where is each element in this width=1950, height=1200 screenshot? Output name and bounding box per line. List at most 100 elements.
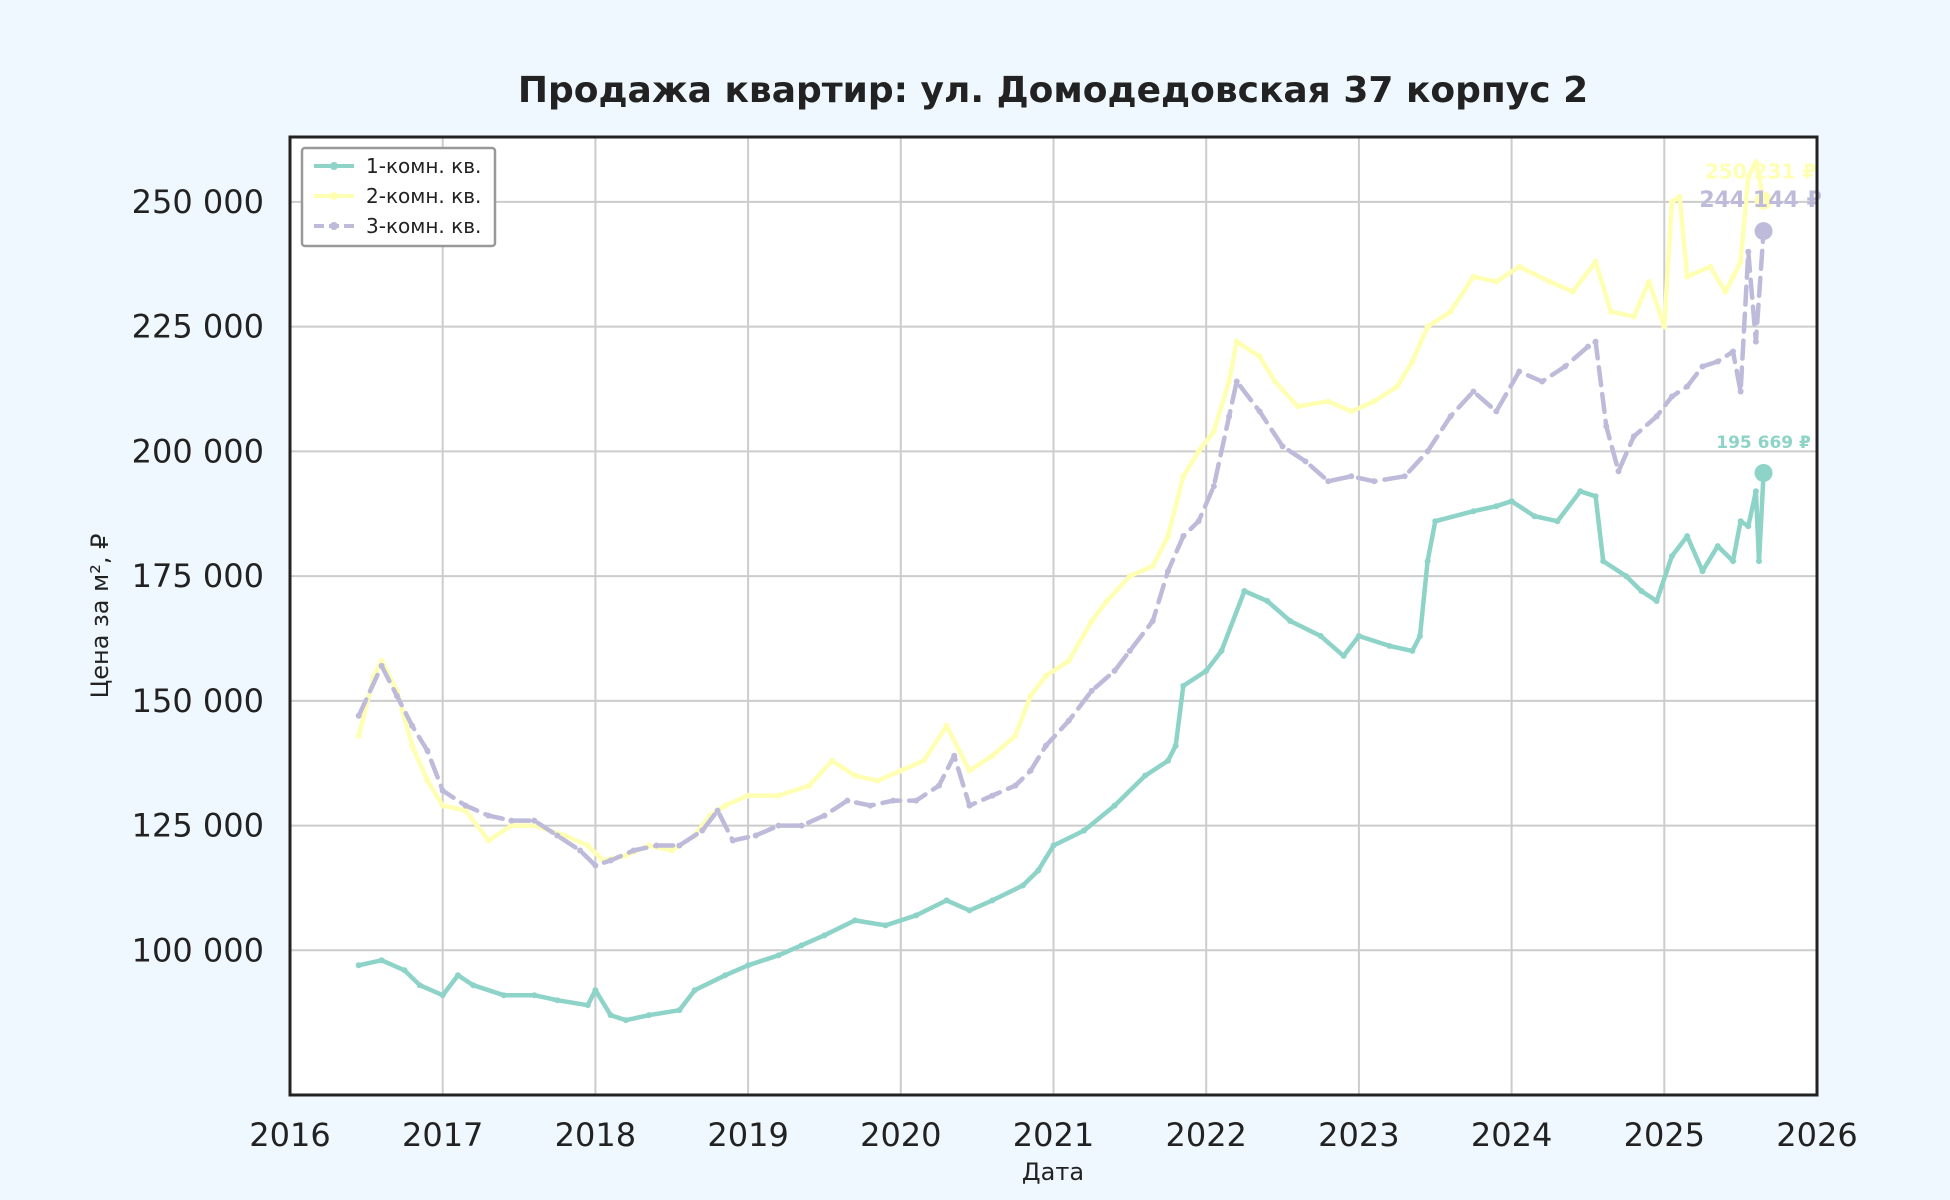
data-point bbox=[1294, 403, 1301, 410]
data-point bbox=[1065, 717, 1072, 724]
data-point bbox=[1180, 473, 1187, 480]
data-point bbox=[1755, 558, 1762, 565]
data-point bbox=[1264, 598, 1271, 605]
data-point bbox=[645, 1012, 652, 1019]
data-point bbox=[668, 847, 675, 854]
data-point bbox=[1722, 288, 1729, 295]
data-point bbox=[943, 722, 950, 729]
data-point bbox=[1623, 573, 1630, 580]
data-point bbox=[1126, 647, 1133, 654]
data-point bbox=[470, 982, 477, 989]
data-point bbox=[424, 747, 431, 754]
series-points-1 bbox=[355, 469, 1767, 1024]
data-point bbox=[1226, 378, 1233, 385]
end-markers: 195 669 ₽ 250 231 ₽ 244 144 ₽ bbox=[1699, 160, 1822, 482]
data-point bbox=[798, 822, 805, 829]
data-point bbox=[607, 857, 614, 864]
data-point bbox=[584, 1002, 591, 1009]
y-tick-label: 150 000 bbox=[132, 682, 264, 720]
data-point bbox=[508, 822, 515, 829]
data-point bbox=[1470, 273, 1477, 280]
data-point bbox=[1111, 667, 1118, 674]
legend-marker-1 bbox=[330, 162, 338, 170]
x-tick-label: 2025 bbox=[1624, 1116, 1705, 1154]
data-point bbox=[1203, 667, 1210, 674]
data-point bbox=[1752, 338, 1759, 345]
data-point bbox=[1516, 368, 1523, 375]
data-point bbox=[1012, 782, 1019, 789]
data-point bbox=[1737, 388, 1744, 395]
x-tick-label: 2021 bbox=[1013, 1116, 1094, 1154]
data-point bbox=[1172, 742, 1179, 749]
data-point bbox=[1210, 483, 1217, 490]
series-points-2 bbox=[355, 158, 1767, 864]
data-point bbox=[1615, 468, 1622, 475]
data-point bbox=[966, 802, 973, 809]
data-point bbox=[1142, 772, 1149, 779]
data-point bbox=[485, 837, 492, 844]
data-point bbox=[1554, 518, 1561, 525]
data-point bbox=[691, 987, 698, 994]
data-point bbox=[1180, 533, 1187, 540]
data-point bbox=[1165, 568, 1172, 575]
data-point bbox=[378, 657, 385, 664]
data-point bbox=[653, 842, 660, 849]
data-point bbox=[393, 692, 400, 699]
data-point bbox=[1714, 358, 1721, 365]
data-point bbox=[1531, 513, 1538, 520]
data-point bbox=[1470, 388, 1477, 395]
data-point bbox=[1019, 882, 1026, 889]
data-point bbox=[1088, 617, 1095, 624]
data-point bbox=[1042, 742, 1049, 749]
plot-frame bbox=[288, 135, 1819, 1097]
x-axis-label: Дата bbox=[1022, 1158, 1084, 1186]
data-point bbox=[1653, 413, 1660, 420]
data-point bbox=[622, 1017, 629, 1024]
data-point bbox=[592, 987, 599, 994]
data-point bbox=[1730, 558, 1737, 565]
data-point bbox=[531, 992, 538, 999]
data-point bbox=[1684, 273, 1691, 280]
data-point bbox=[722, 802, 729, 809]
data-point bbox=[1684, 383, 1691, 390]
y-tick-label: 200 000 bbox=[132, 432, 264, 470]
data-point bbox=[439, 992, 446, 999]
data-point bbox=[1752, 158, 1759, 165]
data-point bbox=[1325, 478, 1332, 485]
data-point bbox=[1180, 682, 1187, 689]
data-point bbox=[1233, 378, 1240, 385]
data-point bbox=[745, 962, 752, 969]
data-point bbox=[714, 807, 721, 814]
data-point bbox=[416, 982, 423, 989]
data-point bbox=[676, 1007, 683, 1014]
data-point bbox=[630, 847, 637, 854]
chart-title: Продажа квартир: ул. Домодедовская 37 ко… bbox=[518, 70, 1588, 111]
data-point bbox=[943, 897, 950, 904]
data-point bbox=[1508, 498, 1515, 505]
data-point bbox=[1409, 358, 1416, 365]
data-point bbox=[1577, 488, 1584, 495]
data-point bbox=[1592, 258, 1599, 265]
x-tick-label: 2023 bbox=[1318, 1116, 1399, 1154]
x-tick-label: 2024 bbox=[1471, 1116, 1552, 1154]
data-point bbox=[1569, 288, 1576, 295]
data-point bbox=[676, 842, 683, 849]
data-point bbox=[1340, 652, 1347, 659]
data-point bbox=[1371, 398, 1378, 405]
data-point bbox=[1745, 248, 1752, 255]
data-point bbox=[1256, 408, 1263, 415]
x-tick-label: 2020 bbox=[860, 1116, 941, 1154]
data-point bbox=[1195, 448, 1202, 455]
y-axis-ticks: 100 000 125 000 150 000 175 000 200 000 225 0… bbox=[132, 183, 264, 969]
end-marker-1 bbox=[1754, 463, 1773, 482]
data-point bbox=[1035, 867, 1042, 874]
data-point bbox=[1745, 523, 1752, 530]
data-point bbox=[821, 812, 828, 819]
data-point bbox=[1210, 428, 1217, 435]
data-point bbox=[1447, 308, 1454, 315]
data-point bbox=[1233, 338, 1240, 345]
data-point bbox=[775, 822, 782, 829]
data-point bbox=[1646, 278, 1653, 285]
